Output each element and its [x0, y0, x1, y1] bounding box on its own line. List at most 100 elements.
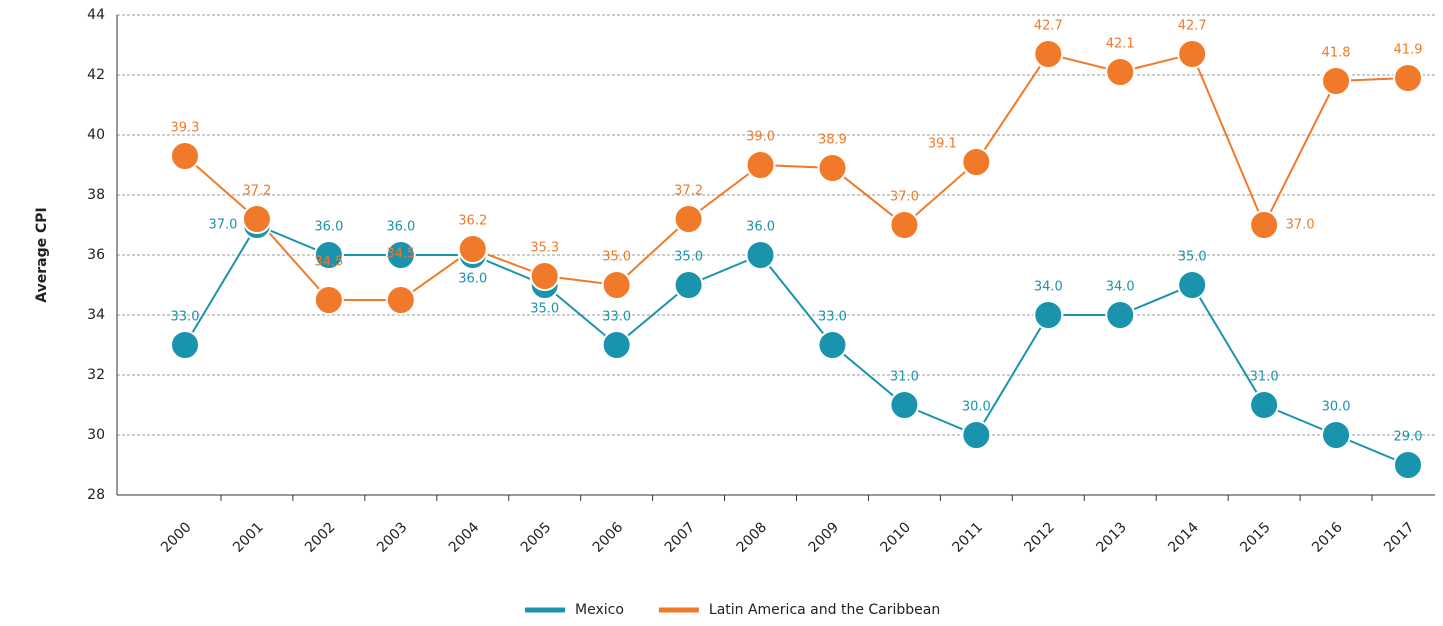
x-tick-label: 2007: [662, 519, 699, 556]
y-tick-label: 30: [87, 427, 105, 443]
x-tick-label: 2015: [1237, 519, 1274, 556]
data-label: 37.0: [890, 190, 919, 205]
data-label: 33.0: [171, 310, 200, 325]
x-tick-label: 2005: [518, 519, 555, 556]
marker: [889, 210, 920, 240]
marker: [817, 153, 848, 183]
data-label: 33.0: [602, 310, 631, 325]
marker: [170, 330, 200, 360]
x-tick-label: 2014: [1165, 519, 1202, 556]
x-tick-label: 2017: [1381, 519, 1418, 556]
data-label: 33.0: [818, 310, 847, 325]
data-label: 37.2: [242, 184, 271, 199]
data-label: 36.0: [314, 220, 343, 235]
x-tick-label: 2012: [1021, 519, 1058, 556]
data-label: 39.3: [171, 121, 200, 136]
marker: [385, 240, 416, 270]
marker: [313, 240, 344, 270]
marker: [529, 261, 560, 291]
data-label: 36.2: [458, 214, 487, 229]
x-tick-label: 2002: [302, 519, 339, 556]
data-label: 41.8: [1322, 46, 1351, 61]
data-label: 35.0: [602, 250, 631, 265]
x-tick-label: 2011: [949, 519, 986, 556]
series-line: [184, 223, 1409, 466]
marker: [889, 390, 920, 420]
y-tick-label: 38: [87, 187, 105, 203]
data-label: 37.0: [1286, 218, 1315, 233]
marker: [385, 285, 416, 315]
y-tick-label: 40: [87, 127, 105, 143]
x-tick-label: 2013: [1093, 519, 1130, 556]
data-label: 36.0: [746, 220, 775, 235]
y-tick-label: 36: [87, 247, 105, 263]
x-tick-label: 2001: [230, 519, 267, 556]
data-label: 35.3: [530, 241, 559, 256]
marker: [1033, 39, 1064, 69]
marker: [241, 204, 272, 234]
y-tick-label: 28: [87, 487, 105, 503]
legend-label: Mexico: [575, 602, 624, 618]
y-tick-label: 42: [87, 67, 105, 83]
marker: [457, 234, 488, 264]
marker: [170, 141, 200, 171]
marker: [1249, 210, 1280, 240]
y-tick-label: 32: [87, 367, 105, 383]
x-tick-label: 2006: [590, 519, 627, 556]
x-tick-label: 2010: [878, 519, 915, 556]
series-line: [184, 52, 1409, 301]
x-tick-label: 2000: [158, 519, 195, 556]
marker: [1105, 57, 1136, 87]
data-label: 30.0: [1322, 400, 1351, 415]
data-label: 38.9: [818, 133, 847, 148]
y-axis-label: Average CPI: [34, 207, 50, 302]
data-label: 35.0: [530, 302, 559, 317]
marker: [1177, 39, 1208, 69]
marker: [1177, 270, 1208, 300]
data-label: 35.0: [1178, 250, 1207, 265]
marker: [673, 204, 704, 234]
data-label: 41.9: [1394, 43, 1423, 58]
marker: [1321, 66, 1352, 96]
data-label: 31.0: [1250, 370, 1279, 385]
x-tick-label: 2008: [734, 519, 771, 556]
marker: [1105, 300, 1136, 330]
y-tick-label: 34: [87, 307, 105, 323]
data-label: 35.0: [674, 250, 703, 265]
data-label: 31.0: [890, 370, 919, 385]
data-label: 30.0: [962, 400, 991, 415]
data-label: 34.0: [1106, 280, 1135, 295]
marker: [961, 147, 992, 177]
data-label: 39.1: [928, 137, 957, 152]
x-tick-label: 2004: [446, 519, 483, 556]
data-label: 37.0: [208, 218, 237, 233]
marker: [313, 285, 344, 315]
data-label: 36.0: [458, 272, 487, 287]
data-label: 42.7: [1034, 19, 1063, 34]
marker: [817, 330, 848, 360]
data-label: 42.1: [1106, 37, 1135, 52]
marker: [601, 270, 632, 300]
marker: [961, 420, 992, 450]
marker: [601, 330, 632, 360]
y-tick-label: 44: [87, 7, 105, 23]
data-label: 34.5: [314, 255, 343, 270]
marker: [1393, 450, 1423, 480]
legend-label: Latin America and the Caribbean: [709, 602, 940, 618]
data-label: 34.5: [386, 247, 415, 262]
data-label: 34.0: [1034, 280, 1063, 295]
x-tick-label: 2009: [806, 519, 843, 556]
marker: [745, 150, 776, 180]
data-label: 29.0: [1394, 430, 1423, 445]
marker: [1249, 390, 1280, 420]
x-tick-label: 2016: [1309, 519, 1346, 556]
data-label: 36.0: [386, 220, 415, 235]
data-label: 42.7: [1178, 19, 1207, 34]
data-label: 39.0: [746, 130, 775, 145]
x-tick-label: 2003: [374, 519, 411, 556]
marker: [745, 240, 776, 270]
marker: [1033, 300, 1064, 330]
data-label: 37.2: [674, 184, 703, 199]
